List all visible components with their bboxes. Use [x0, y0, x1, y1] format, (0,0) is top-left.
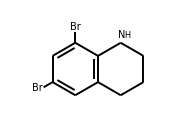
Text: Br: Br	[32, 83, 42, 93]
Text: H: H	[124, 31, 130, 40]
Text: Br: Br	[70, 22, 81, 32]
Text: N: N	[118, 30, 125, 40]
